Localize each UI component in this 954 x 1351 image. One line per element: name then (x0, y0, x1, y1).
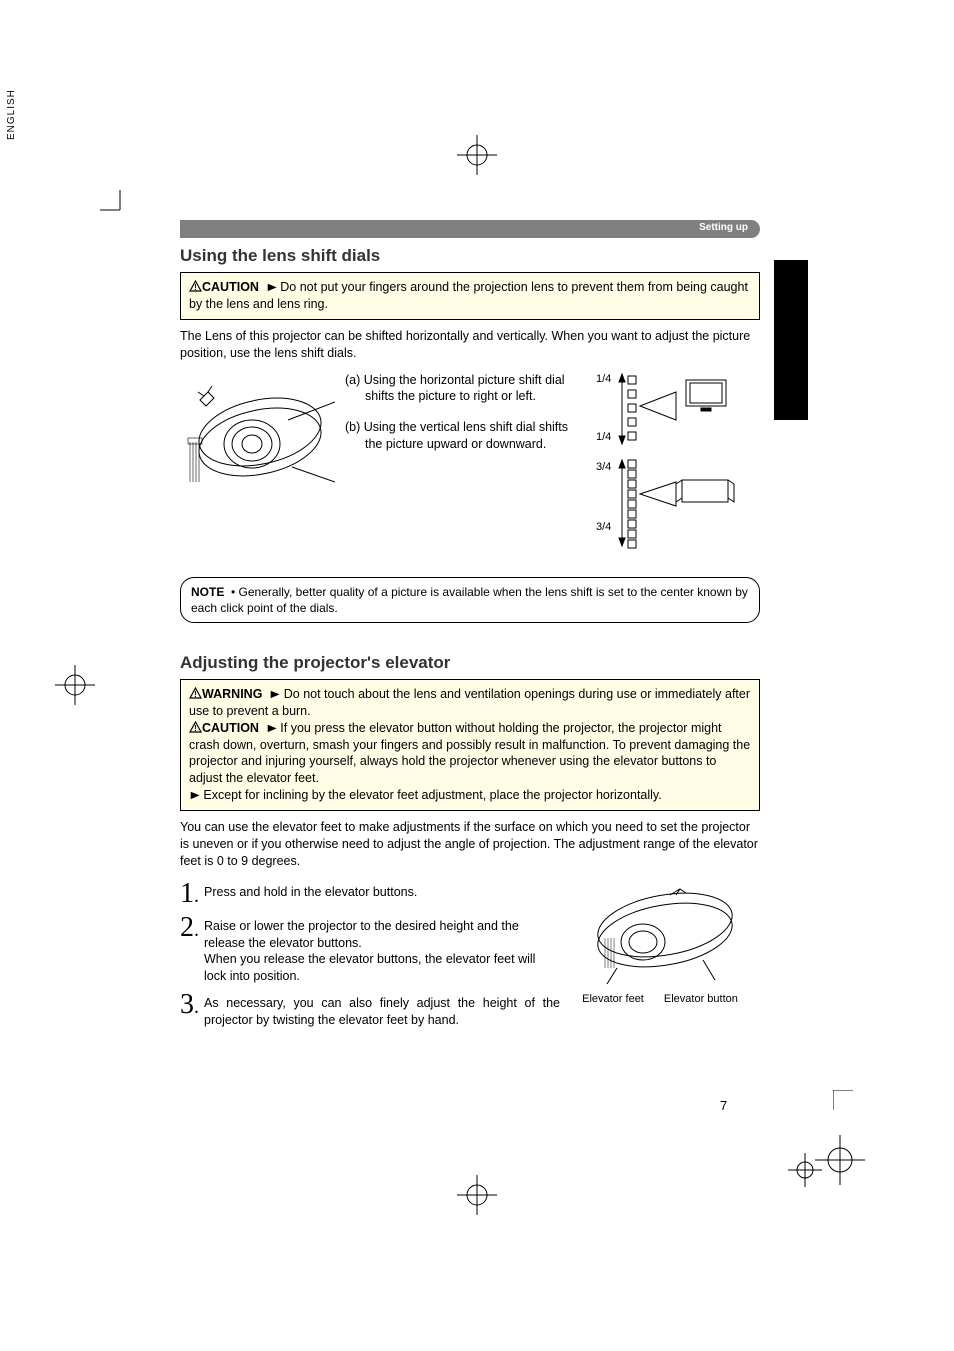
step-1: 1. Press and hold in the elevator button… (180, 880, 560, 908)
arrow-icon: ► (268, 686, 283, 703)
step-number: 1. (180, 880, 204, 908)
svg-text:3/4: 3/4 (596, 461, 611, 473)
warning-label: WARNING (202, 687, 262, 701)
step-number: 2. (180, 914, 204, 942)
warning-triangle-icon: ! (189, 280, 202, 292)
step-text: Raise or lower the projector to the desi… (204, 914, 560, 986)
svg-text:!: ! (194, 283, 197, 292)
section-title-elevator: Adjusting the projector's elevator (180, 653, 760, 673)
caution-box-lens: ! CAUTION ►Do not put your fingers aroun… (180, 272, 760, 320)
registration-mark-icon (452, 1170, 502, 1225)
page-content: Setting up Using the lens shift dials ! … (180, 220, 760, 1035)
svg-text:1/4: 1/4 (596, 373, 611, 385)
svg-text:1/4: 1/4 (596, 431, 611, 443)
projector-front-diagram (180, 372, 335, 557)
dial-a-text: (a) Using the horizontal picture shift d… (345, 372, 576, 406)
elevator-diagram: Elevator feet Elevator button (570, 880, 750, 1035)
caution-label: CAUTION (202, 721, 259, 735)
section-title-lens: Using the lens shift dials (180, 246, 760, 266)
diagram-label-feet: Elevator feet (582, 993, 644, 1005)
registration-mark-icon (452, 130, 502, 185)
crop-mark-icon (833, 1090, 873, 1135)
warning-caution-box: ! WARNING ►Do not touch about the lens a… (180, 679, 760, 811)
lens-intro-text: The Lens of this projector can be shifte… (180, 328, 760, 362)
note-box: NOTE • Generally, better quality of a pi… (180, 577, 760, 623)
arrow-icon: ► (265, 720, 280, 737)
page-number: 7 (720, 1098, 727, 1113)
diagram-label-button: Elevator button (664, 993, 738, 1005)
registration-mark-icon (785, 1150, 825, 1195)
crop-mark-icon (100, 190, 140, 235)
svg-text:!: ! (194, 690, 197, 699)
step-3: 3. As necessary, you can also finely adj… (180, 991, 560, 1029)
dial-b-text: (b) Using the vertical lens shift dial s… (345, 419, 576, 453)
dial-descriptions: (a) Using the horizontal picture shift d… (345, 372, 576, 557)
steps-list: 1. Press and hold in the elevator button… (180, 880, 560, 1035)
svg-text:3/4: 3/4 (596, 521, 611, 533)
section-header-bar: Setting up (180, 220, 760, 238)
warning-triangle-icon: ! (189, 687, 202, 699)
step-text: Press and hold in the elevator buttons. (204, 880, 560, 901)
note-text: Generally, better quality of a picture i… (191, 585, 748, 615)
arrow-icon: ► (188, 787, 203, 804)
language-tab (774, 260, 808, 420)
warning-triangle-icon: ! (189, 721, 202, 733)
language-label: ENGLISH (6, 20, 17, 140)
step-2: 2. Raise or lower the projector to the d… (180, 914, 560, 986)
elevator-intro-text: You can use the elevator feet to make ad… (180, 819, 760, 870)
caution-label: CAUTION (202, 280, 259, 294)
step-number: 3. (180, 991, 204, 1019)
note-label: NOTE (191, 585, 224, 599)
arrow-icon: ► (265, 279, 280, 296)
breadcrumb: Setting up (699, 222, 748, 233)
step-text: As necessary, you can also finely adjust… (204, 991, 560, 1029)
lens-shift-diagram: 1/4 1/4 3/4 3/4 (586, 372, 760, 557)
caution-text-2: Except for inclining by the elevator fee… (203, 788, 661, 802)
svg-text:!: ! (194, 724, 197, 733)
registration-mark-icon (50, 660, 100, 715)
